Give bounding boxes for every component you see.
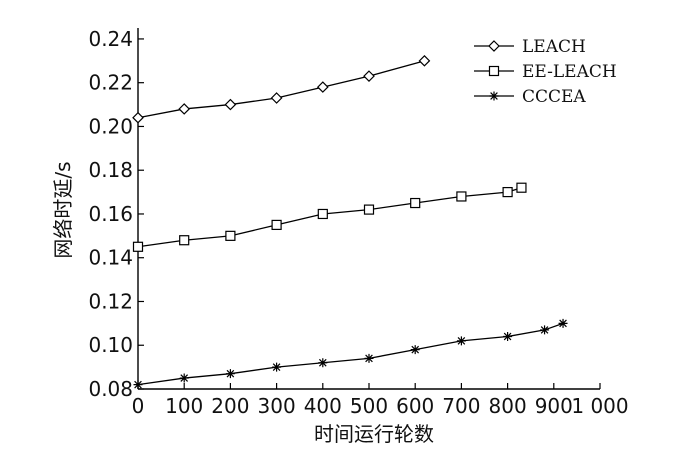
series-line xyxy=(137,322,564,386)
series-line xyxy=(137,187,522,248)
data-point-diamond xyxy=(132,111,144,124)
y-tick-label: 0.14 xyxy=(88,246,133,270)
data-point-square xyxy=(516,182,527,193)
x-tick-label: 800 xyxy=(489,394,527,418)
data-point-star xyxy=(558,318,568,328)
data-point-star xyxy=(410,345,420,355)
x-tick-label: 300 xyxy=(258,394,296,418)
x-tick-label: 600 xyxy=(396,394,434,418)
x-tick-label: 0 xyxy=(132,394,145,418)
series-cccea xyxy=(133,318,568,390)
data-point-diamond xyxy=(178,103,191,115)
legend-marker-square xyxy=(488,65,500,77)
legend-item-cccea: CCCEA xyxy=(474,87,586,107)
legend-item-ee-leach: EE-LEACH xyxy=(474,62,617,82)
legend-label: EE-LEACH xyxy=(522,62,617,82)
data-point-diamond xyxy=(363,70,375,82)
data-point-diamond xyxy=(224,98,237,111)
data-point-square xyxy=(179,235,190,246)
data-point-star xyxy=(272,362,282,372)
data-point-square xyxy=(225,230,236,241)
x-tick-label: 1 000 xyxy=(571,394,628,418)
x-tick-label: 900 xyxy=(535,394,573,418)
series-layer xyxy=(132,54,568,390)
y-axis-title: 网络时延/s xyxy=(51,161,75,258)
y-tick-label: 0.18 xyxy=(88,158,133,182)
legend-label: LEACH xyxy=(522,37,586,57)
x-tick-label: 100 xyxy=(165,394,203,418)
series-leach xyxy=(132,54,431,124)
data-point-star xyxy=(179,373,189,383)
y-tick-label: 0.22 xyxy=(88,71,133,95)
data-point-square xyxy=(410,197,421,209)
data-point-star xyxy=(456,336,466,346)
data-point-star xyxy=(225,369,235,379)
series-ee-leach xyxy=(132,182,527,252)
data-point-square xyxy=(502,186,513,198)
data-point-square xyxy=(456,191,467,202)
data-point-diamond xyxy=(418,54,431,67)
data-point-star xyxy=(540,325,550,335)
legend-label: CCCEA xyxy=(522,87,586,107)
data-point-square xyxy=(363,204,375,215)
data-point-diamond xyxy=(270,92,283,104)
legend-item-leach: LEACH xyxy=(474,37,586,57)
x-tick-label: 500 xyxy=(350,394,388,418)
y-tick-label: 0.12 xyxy=(88,289,133,313)
y-tick-label: 0.08 xyxy=(88,377,133,401)
y-ticks: 0.08 0.10 0.12 0.14 0.16 0.18 0.20 0.22 0.24 xyxy=(88,27,144,401)
data-point-square xyxy=(271,219,282,231)
legend-marker-star xyxy=(489,91,499,101)
y-tick-label: 0.24 xyxy=(88,27,133,51)
x-tick-label: 200 xyxy=(211,394,249,418)
y-tick-label: 0.10 xyxy=(88,333,133,357)
x-tick-label: 400 xyxy=(304,394,342,418)
legend-marker-diamond xyxy=(488,40,500,52)
data-point-star xyxy=(364,353,374,363)
legend: LEACH EE-LEACH CCCEA xyxy=(474,37,617,107)
x-tick-label: 700 xyxy=(442,394,480,418)
x-axis-title: 时间运行轮数 xyxy=(314,422,434,446)
data-point-star xyxy=(318,358,328,368)
y-tick-label: 0.20 xyxy=(88,114,133,138)
data-point-square xyxy=(317,208,328,220)
data-point-star xyxy=(133,380,143,390)
data-point-star xyxy=(503,331,513,341)
data-point-square xyxy=(132,241,144,252)
y-tick-label: 0.16 xyxy=(88,202,133,226)
data-point-diamond xyxy=(316,81,329,93)
